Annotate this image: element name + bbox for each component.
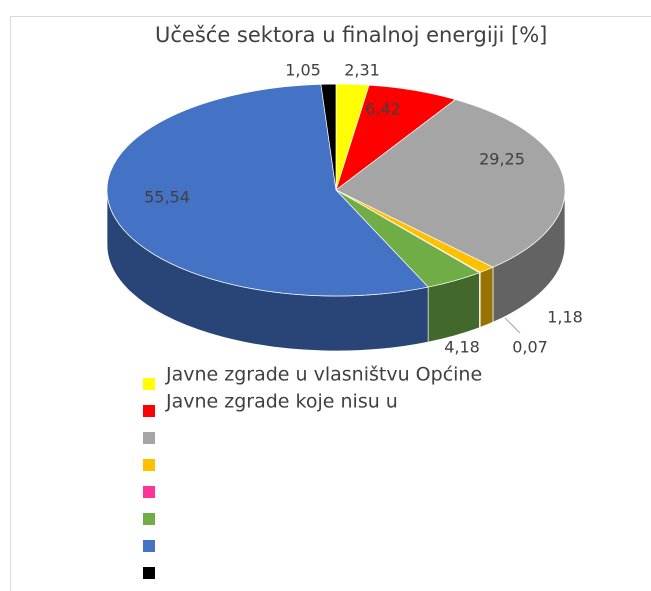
legend-swatch xyxy=(143,540,155,552)
legend-swatch xyxy=(143,567,155,579)
chart-title: Učešće sektora u finalnoj energiji [%] xyxy=(155,23,547,47)
slice xyxy=(320,83,337,191)
data-label: 0,07 xyxy=(512,338,548,357)
legend-swatch xyxy=(143,405,155,417)
chart-border xyxy=(10,16,651,591)
legend-swatch xyxy=(143,459,155,471)
data-label: 55,54 xyxy=(144,188,190,207)
legend-label: Javne zgrade u vlasništvu Općine xyxy=(165,364,482,386)
data-label: 4,18 xyxy=(444,338,480,357)
legend-swatch xyxy=(143,432,155,444)
data-label: 6,42 xyxy=(365,100,401,119)
slice xyxy=(106,83,429,297)
legend-label: Javne zgrade koje nisu u xyxy=(165,391,398,413)
slice xyxy=(335,99,566,268)
data-label: 1,05 xyxy=(285,61,321,80)
data-label: 1,18 xyxy=(547,308,583,327)
legend-swatch xyxy=(143,378,155,390)
data-label: 2,31 xyxy=(344,61,380,80)
data-label: 29,25 xyxy=(479,150,525,169)
legend-swatch xyxy=(143,513,155,525)
legend-swatch xyxy=(143,486,155,498)
slice-side xyxy=(479,266,494,328)
leader-line xyxy=(504,317,521,334)
